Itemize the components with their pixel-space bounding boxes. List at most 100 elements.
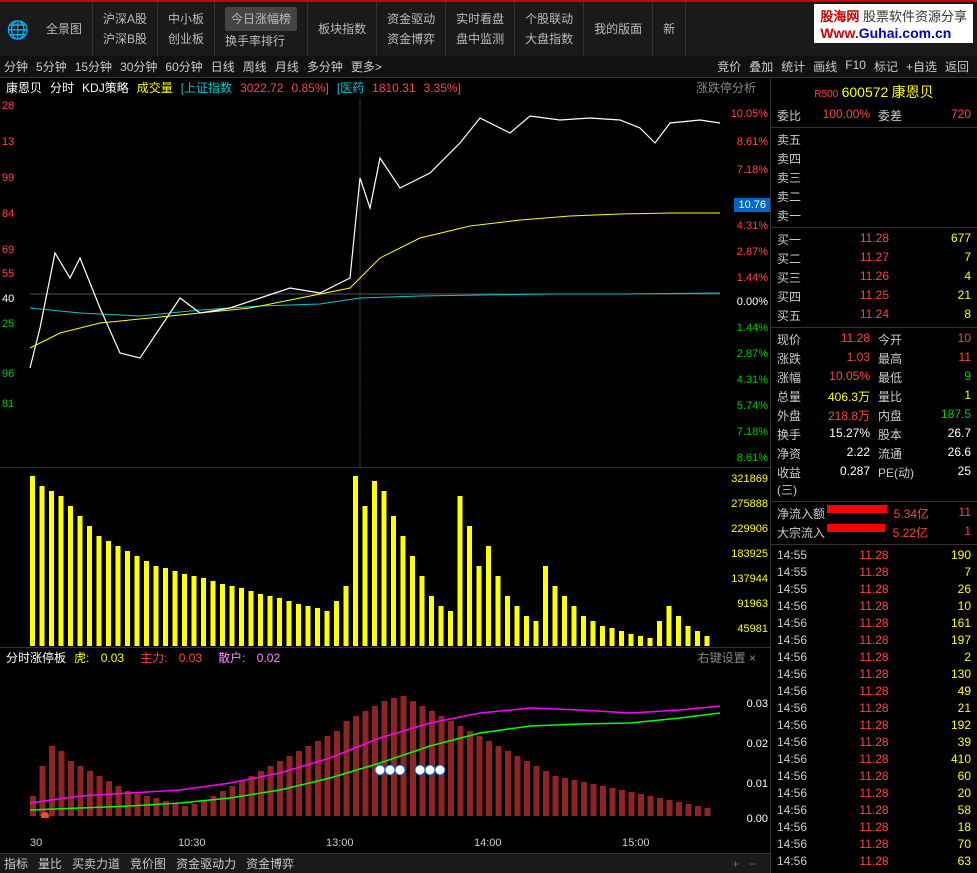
ask-row: 卖一 [771,206,977,225]
trade-row: 14:5611.2821 [771,700,977,717]
bid-row: 买一11.28677 [771,230,977,249]
price-chart[interactable]: 28139984695540259681 10.05%8.61%7.18%4.3… [0,98,770,468]
timeframe-button[interactable]: 15分钟 [75,58,112,75]
indicator-svg [0,668,730,818]
indicator-name[interactable]: 分时涨停板 [6,649,66,666]
nav-left: 全景图 [36,2,93,56]
sector-label: [医药 [337,79,364,96]
ask-row: 卖四 [771,149,977,168]
timeframe-bar: 分钟 5分钟 15分钟 30分钟 60分钟日线周线月线多分钟更多> 竞价叠加统计画线 F1… [0,56,977,78]
stat-row: 换手15.27%股本26.7 [771,425,977,444]
bottom-tab[interactable]: 指标 [4,855,28,872]
index-pct: 0.85%] [291,81,328,95]
indicator-chart[interactable]: 0.030.020.010.00 [0,668,770,837]
nav-item[interactable]: 全景图 [46,19,82,39]
nav-item[interactable]: 资金博弈 [387,29,435,49]
timeframe-button[interactable]: 多分钟 [307,58,343,75]
nav-item[interactable]: 我的版面 [594,19,642,39]
stat-row: 总量406.3万量比1 [771,387,977,406]
timeframe-button[interactable]: 月线 [275,58,299,75]
nav-item[interactable]: 中小板 [168,9,204,29]
trade-row: 14:5611.2820 [771,785,977,802]
trade-row: 14:5611.28192 [771,717,977,734]
trade-row: 14:5611.2849 [771,683,977,700]
y-axis-left: 28139984695540259681 [2,98,32,468]
bottom-tabs: 指标量比买卖力道竞价图资金驱动力资金博弈 + − [0,853,770,873]
nav-item[interactable]: 盘中监测 [456,29,504,49]
nav-item[interactable]: 个股联动 [525,9,573,29]
bottom-tab[interactable]: 资金博弈 [246,855,294,872]
chart-type[interactable]: 分时 [50,79,74,96]
nav-item[interactable]: 大盘指数 [525,29,573,49]
trade-row: 14:5511.287 [771,564,977,581]
flow-row: 净流入额5.34亿11 [771,504,977,523]
ask-row: 卖五 [771,130,977,149]
nav-item[interactable]: 板块指数 [318,19,366,39]
timeframe-button[interactable]: 60分钟 [165,58,202,75]
brand-watermark: 股海网 股票软件资源分享 Www.Guhai.com.cn [814,4,973,43]
timeframe-button[interactable]: 周线 [243,58,267,75]
bottom-tab[interactable]: 竞价图 [130,855,166,872]
timeframe-button[interactable]: 分钟 [4,58,28,75]
kdj-label[interactable]: KDJ策略 [82,79,129,96]
trade-row: 14:5611.28410 [771,751,977,768]
trade-list[interactable]: 14:5511.2819014:5511.28714:5511.282614:5… [771,547,977,873]
nav-item[interactable]: 今日涨幅榜 [225,7,297,31]
nav-item[interactable]: 沪深B股 [103,29,147,49]
bid-row: 买五11.248 [771,306,977,325]
tool-button[interactable]: +自选 [906,58,937,75]
timeframe-button[interactable]: 更多> [351,58,382,75]
analysis-link[interactable]: 涨跌停分析 [696,79,756,96]
stock-code: 600572 [842,84,889,100]
bid-row: 买二11.277 [771,249,977,268]
top-navbar: 🌐 全景图 沪深A股沪深B股 中小板创业板 今日涨幅榜换手率排行 板块指数 资金驱动资金… [0,0,977,56]
nav-item[interactable]: 资金驱动 [387,9,435,29]
bottom-tab[interactable]: 量比 [38,855,62,872]
bottom-tab[interactable]: 资金驱动力 [176,855,236,872]
tool-button[interactable]: 竞价 [717,58,741,75]
context-menu-hint[interactable]: 右键设置 × [698,649,756,666]
index-label: [上证指数 [181,79,232,96]
tool-button[interactable]: 标记 [874,58,898,75]
stock-name: 康恩贝 [6,79,42,96]
volume-chart[interactable]: 3218692758882299061839251379449196345981 [0,468,770,648]
volume-label[interactable]: 成交量 [137,79,173,96]
zoom-out-icon[interactable]: − [749,857,756,871]
trade-row: 14:5611.2870 [771,836,977,853]
indicator-header: 分时涨停板 虎: 0.03 主力: 0.03 散户: 0.02 右键设置 × [0,648,770,668]
timeframe-button[interactable]: 日线 [211,58,235,75]
nav-item[interactable]: 换手率排行 [225,31,297,51]
stat-row: 涨跌1.03最高11 [771,349,977,368]
trade-row: 14:5611.2860 [771,768,977,785]
stock-title: R500 600572 康恩贝 [771,78,977,106]
tool-button[interactable]: F10 [845,58,866,75]
tool-button[interactable]: 返回 [945,58,969,75]
trade-row: 14:5611.2863 [771,853,977,870]
index-value: 3022.72 [240,81,283,95]
stock-name-side: 康恩贝 [892,84,934,100]
tool-button[interactable]: 叠加 [749,58,773,75]
timeframe-button[interactable]: 30分钟 [120,58,157,75]
chart-area: 康恩贝 分时 KDJ策略 成交量 [上证指数 3022.72 0.85%] [医… [0,78,770,873]
nav-item[interactable]: 沪深A股 [103,9,147,29]
zoom-in-icon[interactable]: + [732,857,739,871]
timeframe-button[interactable]: 5分钟 [36,58,67,75]
ask-row: 卖二 [771,187,977,206]
globe-icon[interactable]: 🌐 [0,2,36,58]
trade-row: 14:5611.2810 [771,598,977,615]
nav-item[interactable]: 实时看盘 [456,9,504,29]
sector-pct: 3.35%] [424,81,461,95]
nav-item[interactable]: 创业板 [168,29,204,49]
tool-button[interactable]: 画线 [813,58,837,75]
price-svg [0,98,730,468]
trade-row: 14:5611.2858 [771,802,977,819]
nav-item[interactable]: 新 [663,19,675,39]
main-label: 主力: 0.03 [140,649,210,666]
sector-value: 1810.31 [372,81,415,95]
trade-row: 14:5511.28190 [771,547,977,564]
y-axis-right: 10.05%8.61%7.18%4.31%2.87%1.44%0.00%1.44… [722,98,768,468]
tool-button[interactable]: 统计 [781,58,805,75]
side-panel: R500 600572 康恩贝 委比100.00% 委差720 卖五卖四卖三卖二… [770,78,977,873]
bottom-tab[interactable]: 买卖力道 [72,855,120,872]
current-price-tag: 10.76 [734,198,770,212]
